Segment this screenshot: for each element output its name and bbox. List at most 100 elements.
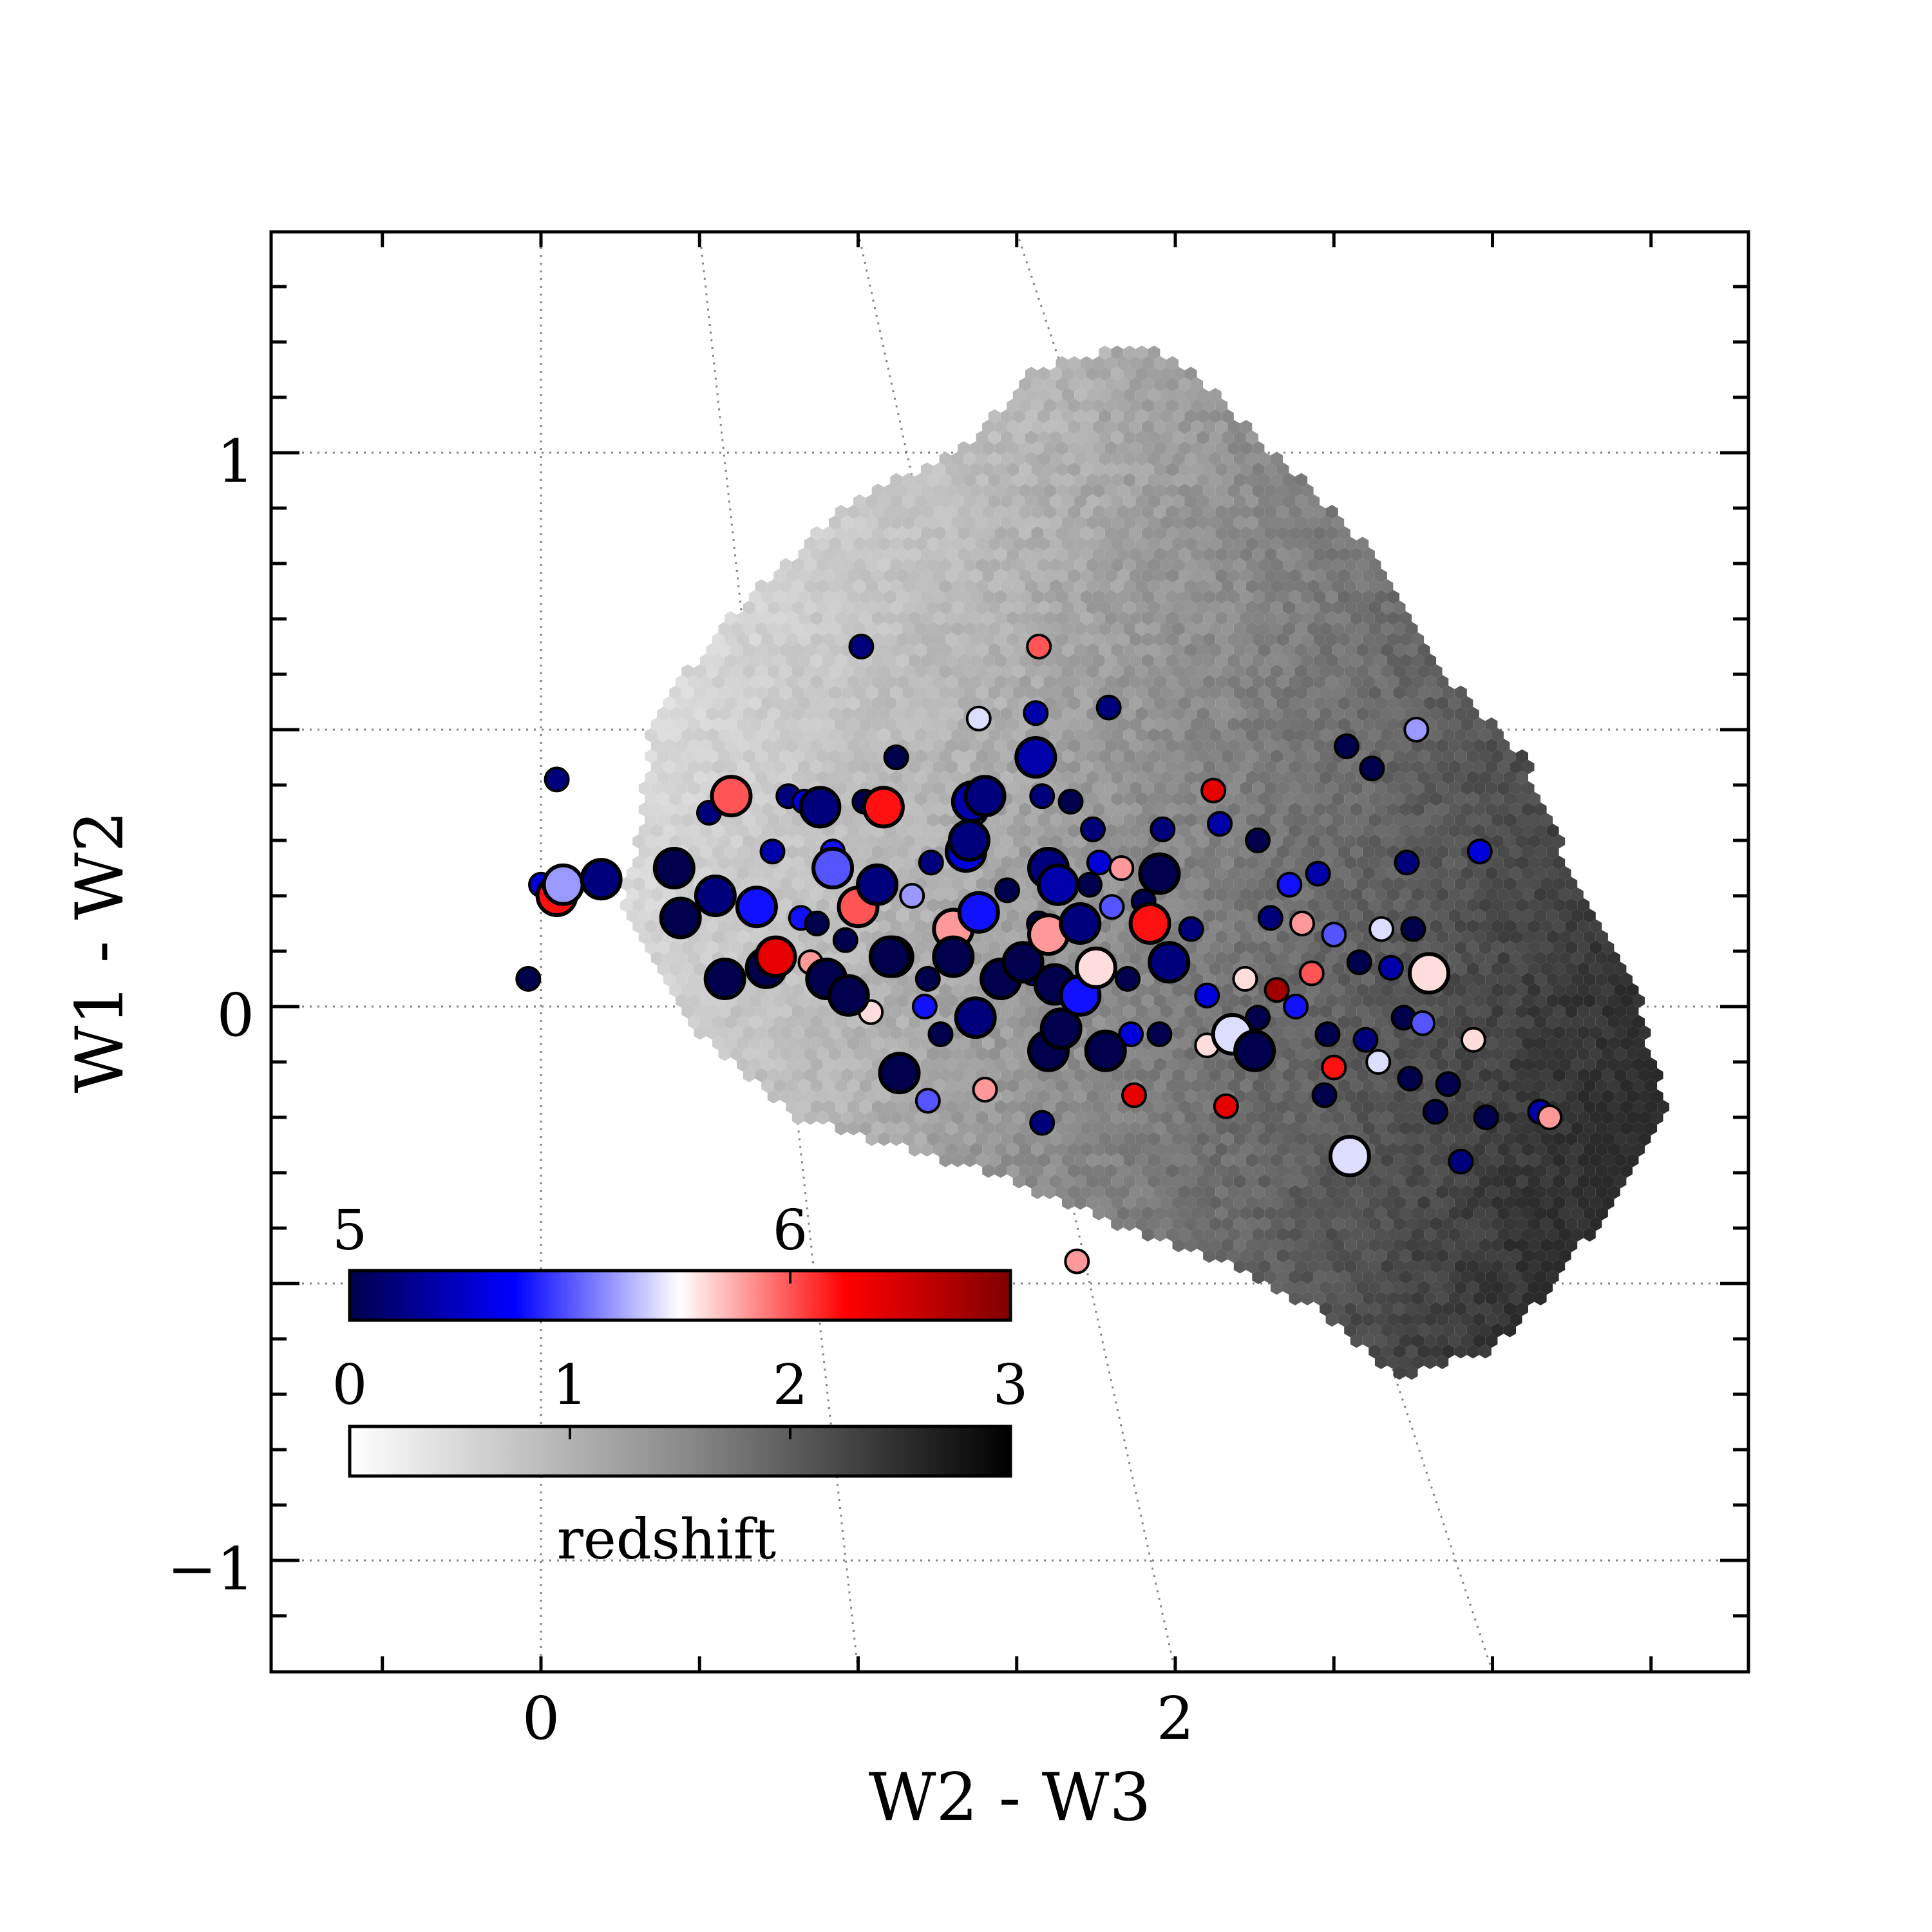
hexbin-cell <box>1264 866 1277 880</box>
hexbin-cell <box>1050 600 1062 615</box>
hexbin-cell <box>994 632 1007 647</box>
hexbin-cell <box>1362 569 1375 583</box>
hexbin-cell <box>1283 515 1295 530</box>
hexbin-cell <box>1153 717 1166 732</box>
hexbin-cell <box>1172 1004 1185 1019</box>
hexbin-cell <box>761 654 774 668</box>
hexbin-cell <box>767 643 780 658</box>
hexbin-cell <box>927 685 940 700</box>
hexbin-cell <box>976 728 989 743</box>
hexbin-cell <box>761 611 774 625</box>
hexbin-cell <box>1179 611 1191 625</box>
hexbin-cell <box>817 1046 829 1061</box>
hexbin-cell <box>1031 569 1044 583</box>
hexbin-cell <box>908 1036 921 1050</box>
hexbin-cell <box>914 1046 927 1061</box>
hexbin-cell <box>1043 590 1056 604</box>
hexbin-cell <box>694 706 706 721</box>
hexbin-cell <box>1381 834 1394 849</box>
hexbin-cell <box>1104 569 1117 583</box>
hexbin-cell <box>1086 600 1099 615</box>
hexbin-cell <box>1240 866 1253 880</box>
hexbin-cell <box>1074 558 1087 573</box>
hexbin-cell <box>1062 664 1075 679</box>
hexbin-cell <box>1424 781 1437 795</box>
hexbin-cell <box>1233 536 1246 551</box>
hexbin-cell <box>1074 600 1087 615</box>
hexbin-cell <box>1215 675 1228 689</box>
hexbin-cell <box>1417 876 1430 891</box>
hexbin-cell <box>1074 706 1087 721</box>
hexbin-cell <box>1325 760 1338 774</box>
hexbin-cell <box>804 1068 817 1083</box>
hexbin-cell <box>1007 930 1019 944</box>
hexbin-cell <box>1209 600 1222 615</box>
hexbin-cell <box>730 728 743 743</box>
hexbin-cell <box>712 632 725 647</box>
hexbin-cell <box>1442 1004 1455 1019</box>
hexbin-cell <box>1356 643 1369 658</box>
hexbin-cell <box>1043 399 1056 413</box>
hexbin-cell <box>1111 834 1124 849</box>
hexbin-cell <box>817 600 829 615</box>
hexbin-cell <box>841 749 854 764</box>
hexbin-cell <box>884 845 896 859</box>
hexbin-cell <box>1540 940 1553 955</box>
hexbin-cell <box>1141 590 1154 604</box>
hexbin-cell <box>1062 558 1075 573</box>
hexbin-cell <box>902 1025 915 1040</box>
hexbin-cell <box>1184 855 1197 870</box>
hexbin-cell <box>743 749 755 764</box>
hexbin-cell <box>847 590 860 604</box>
hexbin-cell <box>1012 473 1025 488</box>
hexbin-cell <box>1215 739 1228 753</box>
hexbin-cell <box>1461 1057 1473 1072</box>
hexbin-cell <box>669 813 682 828</box>
hexbin-cell <box>1179 547 1191 562</box>
hexbin-cell <box>1000 770 1013 785</box>
hexbin-cell <box>1007 909 1019 923</box>
hexbin-cell <box>958 675 971 689</box>
hexbin-cell <box>884 654 896 668</box>
hexbin-cell <box>841 558 854 573</box>
hexbin-cell <box>706 855 719 870</box>
hexbin-cell <box>1166 930 1179 944</box>
hexbin-cell <box>1104 399 1117 413</box>
hexbin-cell <box>767 706 780 721</box>
hexbin-cell <box>822 717 835 732</box>
hexbin-cell <box>1387 654 1399 668</box>
hexbin-cell <box>791 1025 804 1040</box>
hexbin-cell <box>1012 409 1025 424</box>
hexbin-cell <box>1209 940 1222 955</box>
hexbin-cell <box>1227 675 1240 689</box>
hexbin-cell <box>749 611 762 625</box>
hexbin-cell <box>1424 802 1437 817</box>
hexbin-cell <box>681 728 694 743</box>
hexbin-cell <box>645 940 658 955</box>
hexbin-cell <box>1307 600 1320 615</box>
hexbin-cell <box>1037 813 1050 828</box>
hexbin-cell <box>1000 813 1013 828</box>
hexbin-cell <box>1031 526 1044 540</box>
hexbin-cell <box>866 600 878 615</box>
hexbin-cell <box>1503 961 1516 976</box>
hexbin-cell <box>994 1015 1007 1029</box>
hexbin-cell <box>1209 876 1222 891</box>
hexbin-cell <box>902 919 915 934</box>
hexbin-cell <box>976 558 989 573</box>
hexbin-cell <box>1448 1036 1461 1050</box>
hexbin-cell <box>1522 951 1535 965</box>
hexbin-cell <box>1191 760 1204 774</box>
hexbin-cell <box>1197 409 1209 424</box>
hexbin-cell <box>1252 781 1265 795</box>
hexbin-cell <box>841 791 854 806</box>
hexbin-cell <box>902 558 915 573</box>
hexbin-cell <box>908 1015 921 1029</box>
hexbin-cell <box>1393 813 1406 828</box>
hexbin-cell <box>1240 739 1253 753</box>
hexbin-cell <box>1350 696 1363 710</box>
hexbin-cell <box>951 515 964 530</box>
hexbin-cell <box>1240 760 1253 774</box>
hexbin-cell <box>767 1004 780 1019</box>
hexbin-cell <box>1007 654 1019 668</box>
